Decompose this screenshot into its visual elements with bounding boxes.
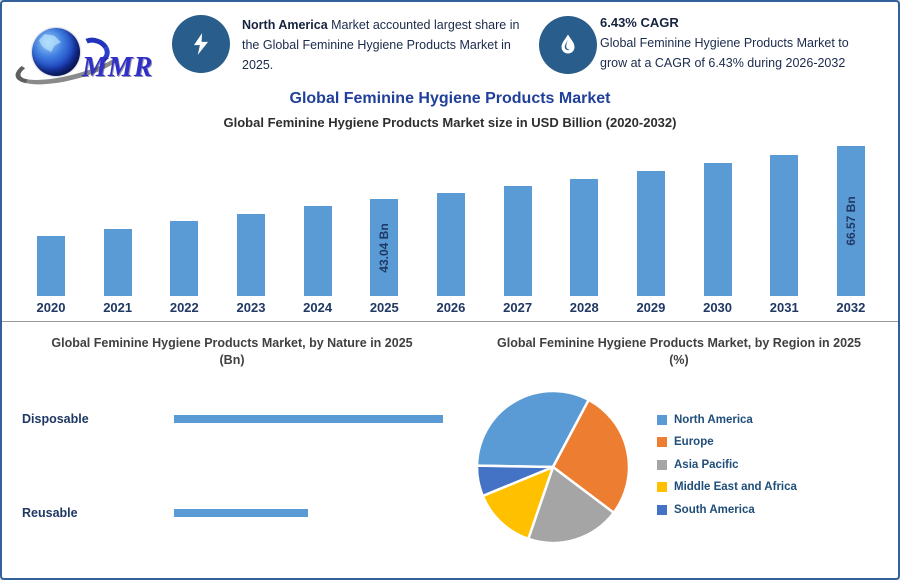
bar-column-2026: 2026 bbox=[420, 192, 482, 315]
bar-column-2025: 43.04 Bn 2025 bbox=[353, 199, 415, 315]
legend-item-north-america: North America bbox=[657, 412, 797, 427]
pie-slice-south-america bbox=[475, 464, 555, 498]
bar-2026 bbox=[436, 192, 465, 296]
section-divider bbox=[2, 321, 898, 322]
bar-column-2028: 2028 bbox=[553, 178, 615, 315]
market-size-bar-chart: 2020 2021 2022 2023 2024 43.04 Bn 2025 2026 2027… bbox=[20, 145, 882, 315]
nature-title-line2: (Bn) bbox=[219, 353, 245, 367]
bar-2031 bbox=[770, 154, 799, 296]
region-pie-chart bbox=[475, 389, 631, 545]
legend-item-asia-pacific: Asia Pacific bbox=[657, 457, 797, 472]
region-title-line2: (%) bbox=[669, 353, 689, 367]
bar-column-2032: 66.57 Bn 2032 bbox=[820, 146, 882, 315]
nature-row-reusable: Reusable bbox=[22, 506, 447, 520]
nature-label-reusable: Reusable bbox=[22, 506, 78, 520]
x-tick-2030: 2030 bbox=[703, 300, 733, 315]
legend-label: North America bbox=[674, 413, 753, 426]
globe-icon bbox=[32, 28, 80, 76]
highlight-circle-1 bbox=[172, 15, 230, 73]
bar-2020 bbox=[37, 236, 65, 296]
chart-subtitle: Global Feminine Hygiene Products Market … bbox=[223, 115, 677, 130]
lightning-icon bbox=[193, 33, 209, 55]
highlight-1-rest: Market accounted largest share in the Gl… bbox=[242, 18, 520, 72]
nature-bar-disposable bbox=[174, 415, 443, 423]
pie-slice-asia-pacific bbox=[527, 465, 615, 545]
cagr-line-2: grow at a CAGR of 6.43% during 2026-2032 bbox=[600, 56, 846, 70]
legend-swatch-icon bbox=[657, 414, 667, 425]
nature-chart-title: Global Feminine Hygiene Products Market,… bbox=[20, 335, 444, 369]
legend-label: Europe bbox=[674, 436, 714, 448]
cagr-heading: 6.43% CAGR bbox=[600, 15, 679, 30]
mmr-logo: MMR bbox=[11, 8, 172, 94]
bar-column-2029: 2029 bbox=[620, 171, 682, 315]
bar-2021 bbox=[103, 229, 132, 296]
logo-text: MMR bbox=[82, 52, 154, 83]
region-title-line1: Global Feminine Hygiene Products Market,… bbox=[497, 336, 861, 350]
bar-value-label-2025: 43.04 Bn bbox=[377, 222, 392, 273]
pie-legend: North America Europe Asia Pacific Middle Ea… bbox=[657, 412, 797, 525]
x-tick-2026: 2026 bbox=[436, 300, 466, 315]
x-tick-2031: 2031 bbox=[769, 300, 799, 315]
highlight-circle-2 bbox=[539, 16, 597, 74]
x-tick-2023: 2023 bbox=[236, 300, 266, 315]
pie-slice-north-america bbox=[475, 389, 590, 469]
highlight-text-1: North America Market accounted largest s… bbox=[242, 15, 534, 75]
x-tick-2028: 2028 bbox=[569, 300, 599, 315]
bar-column-2024: 2024 bbox=[287, 206, 349, 315]
x-tick-2029: 2029 bbox=[636, 300, 666, 315]
bar-2028 bbox=[570, 178, 599, 296]
x-tick-2022: 2022 bbox=[169, 300, 199, 315]
bar-2024 bbox=[303, 206, 332, 296]
bar-column-2030: 2030 bbox=[687, 163, 749, 315]
bar-2032: 66.57 Bn bbox=[836, 146, 865, 296]
nature-title-line1: Global Feminine Hygiene Products Market,… bbox=[51, 336, 413, 350]
legend-label: Middle East and Africa bbox=[674, 481, 797, 493]
legend-swatch-icon bbox=[657, 459, 667, 470]
bar-2029 bbox=[636, 171, 665, 296]
x-tick-2032: 2032 bbox=[836, 300, 866, 315]
legend-swatch-icon bbox=[657, 437, 667, 447]
bar-column-2027: 2027 bbox=[487, 186, 549, 315]
droplet-icon bbox=[561, 34, 575, 54]
legend-item-south-america: South America bbox=[657, 502, 797, 517]
x-tick-2025: 2025 bbox=[369, 300, 399, 315]
bar-2027 bbox=[503, 186, 532, 296]
highlight-1-bold: North America bbox=[242, 18, 328, 32]
bar-2023 bbox=[236, 214, 265, 296]
bar-column-2031: 2031 bbox=[753, 154, 815, 315]
bar-2025: 43.04 Bn bbox=[370, 199, 399, 296]
page-title: Global Feminine Hygiene Products Market bbox=[289, 90, 611, 107]
x-tick-2021: 2021 bbox=[103, 300, 133, 315]
legend-swatch-icon bbox=[657, 504, 667, 515]
nature-row-disposable: Disposable bbox=[22, 412, 447, 426]
bar-2022 bbox=[170, 221, 199, 296]
bar-column-2023: 2023 bbox=[220, 214, 282, 315]
bar-2030 bbox=[703, 163, 732, 296]
highlight-text-2: 6.43% CAGR Global Feminine Hygiene Produ… bbox=[600, 13, 890, 73]
x-tick-2027: 2027 bbox=[503, 300, 533, 315]
nature-label-disposable: Disposable bbox=[22, 412, 89, 426]
region-chart-title: Global Feminine Hygiene Products Market,… bbox=[464, 335, 894, 369]
cagr-line-1: Global Feminine Hygiene Products Market … bbox=[600, 36, 849, 50]
bar-column-2021: 2021 bbox=[87, 229, 149, 315]
x-tick-2024: 2024 bbox=[303, 300, 333, 315]
pie-slice-europe bbox=[551, 398, 631, 514]
nature-bar-chart: Disposable Reusable bbox=[22, 407, 447, 520]
bar-value-label-2032: 66.57 Bn bbox=[843, 196, 858, 246]
legend-swatch-icon bbox=[657, 482, 667, 492]
legend-item-europe: Europe bbox=[657, 435, 797, 450]
bar-column-2020: 2020 bbox=[20, 236, 82, 315]
legend-item-middle-east-and-africa: Middle East and Africa bbox=[657, 480, 797, 495]
bar-column-2022: 2022 bbox=[153, 221, 215, 315]
nature-bar-reusable bbox=[174, 509, 308, 517]
legend-label: South America bbox=[674, 503, 755, 516]
legend-label: Asia Pacific bbox=[674, 458, 739, 471]
x-tick-2020: 2020 bbox=[36, 300, 66, 315]
